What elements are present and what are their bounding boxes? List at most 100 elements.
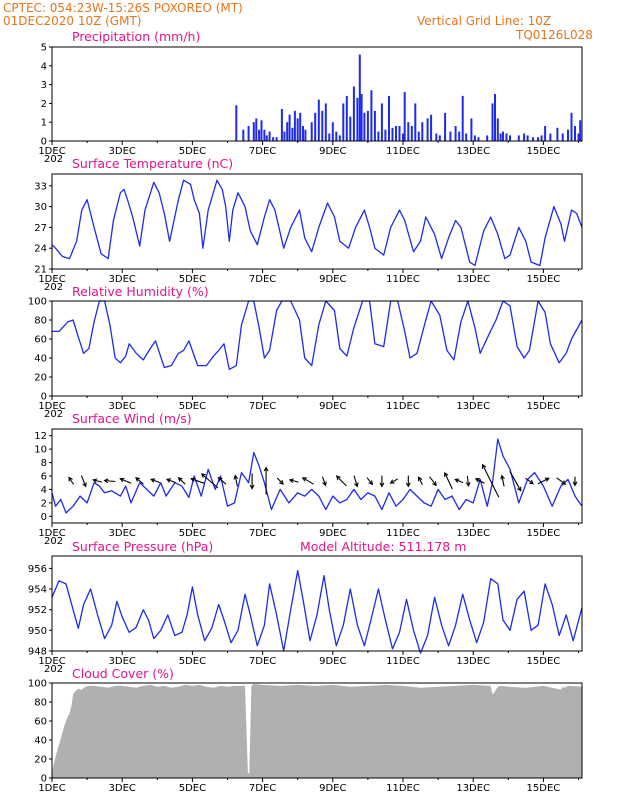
precip-bar	[461, 95, 464, 141]
precip-y-tick-label: 4	[41, 61, 47, 72]
temp-year-stub: 202	[44, 282, 63, 293]
wind-arrow	[233, 474, 239, 487]
rh-x-tick-label: 1DEC	[38, 401, 65, 412]
wind-y-tick-label: 0	[41, 512, 47, 523]
precip-bar	[549, 133, 552, 141]
precip-bar	[414, 103, 417, 141]
wind-arrow-head	[190, 477, 196, 483]
precip-bar	[505, 133, 508, 141]
wind-arrow-shaft	[321, 476, 327, 486]
precip-bar	[328, 133, 331, 141]
rh-x-tick-label: 13DEC	[456, 401, 490, 412]
precip-bar	[314, 112, 317, 141]
wind-arrow	[500, 474, 505, 487]
precip-bar	[426, 118, 429, 141]
wind-arrow-head	[103, 478, 109, 484]
rh-x-tick-label: 5DEC	[179, 401, 206, 412]
vertical-grid-line-label: Vertical Grid Line: 10Z	[417, 14, 551, 28]
run-date: 01DEC2020 10Z (GMT)	[3, 14, 141, 28]
wind-x-tick-label: 11DEC	[386, 528, 420, 539]
wind-arrow-shaft	[556, 477, 566, 485]
precip-x-tick-label: 7DEC	[249, 146, 276, 157]
cloud-x-tick-label: 11DEC	[386, 783, 420, 794]
station-header: CPTEC: 054:23W-15:26S POXOREO (MT)	[3, 1, 243, 15]
temp-x-tick-label: 1DEC	[38, 274, 65, 285]
wind-arrow	[80, 475, 87, 488]
precip-bar	[302, 126, 304, 141]
wind-arrow-shaft	[455, 478, 464, 484]
wind-arrow	[444, 471, 453, 490]
precip-bar	[384, 129, 387, 141]
wind-arrow	[119, 477, 132, 484]
precip-bar	[407, 122, 410, 141]
cloud-frame	[51, 682, 583, 779]
precip-bar	[310, 122, 313, 141]
precip-bar	[473, 135, 476, 141]
wind-y-tick-label: 2	[41, 498, 47, 509]
wind-arrow-shaft	[418, 476, 423, 486]
precip-bar	[417, 131, 420, 141]
precip-bar	[304, 129, 307, 141]
temp-x-tick-label: 15DEC	[527, 274, 561, 285]
precip-bar	[556, 127, 559, 141]
wind-arrow-head	[335, 475, 341, 481]
temp-y-tick-label: 21	[34, 265, 47, 276]
precip-bar	[477, 137, 480, 141]
wind-arrow-head	[217, 477, 223, 482]
wind-x-tick-label: 5DEC	[179, 528, 206, 539]
temp-series-line	[51, 179, 583, 267]
precip-bar	[435, 133, 438, 141]
precip-bar	[574, 126, 576, 141]
cloud-y-tick-label: 60	[34, 717, 47, 728]
precip-bar	[526, 135, 529, 141]
pressure-x-tick-label: 15DEC	[527, 656, 561, 667]
wind-year-stub: 202	[44, 536, 63, 547]
wind-arrow-head	[135, 477, 141, 482]
precip-bar	[502, 131, 504, 141]
wind-y-tick-label: 10	[34, 445, 47, 456]
wind-arrow	[335, 475, 347, 487]
wind-arrow-head	[301, 477, 307, 482]
precip-bar	[263, 129, 266, 141]
wind-arrow-shaft	[501, 475, 505, 487]
wind-arrow-head	[561, 480, 567, 485]
temp-x-tick-label: 11DEC	[386, 274, 420, 285]
wind-arrow-shaft	[289, 479, 299, 483]
wind-arrow	[190, 477, 205, 484]
wind-arrow	[366, 477, 374, 486]
precip-bar	[523, 133, 526, 141]
wind-arrow	[556, 477, 567, 485]
wind-arrow-shaft	[218, 477, 227, 485]
pressure-y-tick-label: 954	[28, 585, 47, 596]
precip-bar	[358, 54, 361, 141]
precip-bar	[363, 112, 366, 141]
precip-bar	[402, 133, 404, 141]
wind-arrow	[249, 473, 255, 490]
precip-bar	[293, 110, 296, 141]
precip-bar	[255, 118, 258, 141]
precip-bar	[335, 131, 338, 141]
wind-arrow-shaft	[525, 477, 534, 485]
precip-x-tick-label: 11DEC	[386, 146, 420, 157]
wind-y-tick-label: 12	[34, 431, 47, 442]
cloud-x-tick-label: 5DEC	[179, 783, 206, 794]
precip-bar	[395, 126, 397, 141]
pressure-y-tick-label: 952	[28, 605, 47, 616]
temperature-title: Surface Temperature (nC)	[72, 156, 233, 171]
precip-bar	[465, 133, 468, 141]
precip-panel: 0 1 2 3 4 5 1DEC 3DEC 5DEC 7DEC 9DEC 11DEC 13DEC 15DE…	[38, 43, 583, 165]
cloud-cover-area	[52, 684, 582, 778]
precipitation-title: Precipitation (mm/h)	[72, 29, 200, 44]
wind-arrow	[537, 477, 550, 485]
wind-arrow-shaft	[120, 478, 132, 484]
wind-arrow	[379, 475, 385, 488]
temp-frame	[51, 173, 583, 270]
precip-bar	[242, 129, 245, 141]
precip-bar	[338, 135, 341, 141]
temp-x-tick-label: 7DEC	[249, 274, 276, 285]
wind-arrow	[454, 478, 464, 484]
wind-arrow-head	[444, 471, 449, 477]
precip-bar	[544, 126, 547, 141]
wind-arrow	[288, 478, 299, 484]
